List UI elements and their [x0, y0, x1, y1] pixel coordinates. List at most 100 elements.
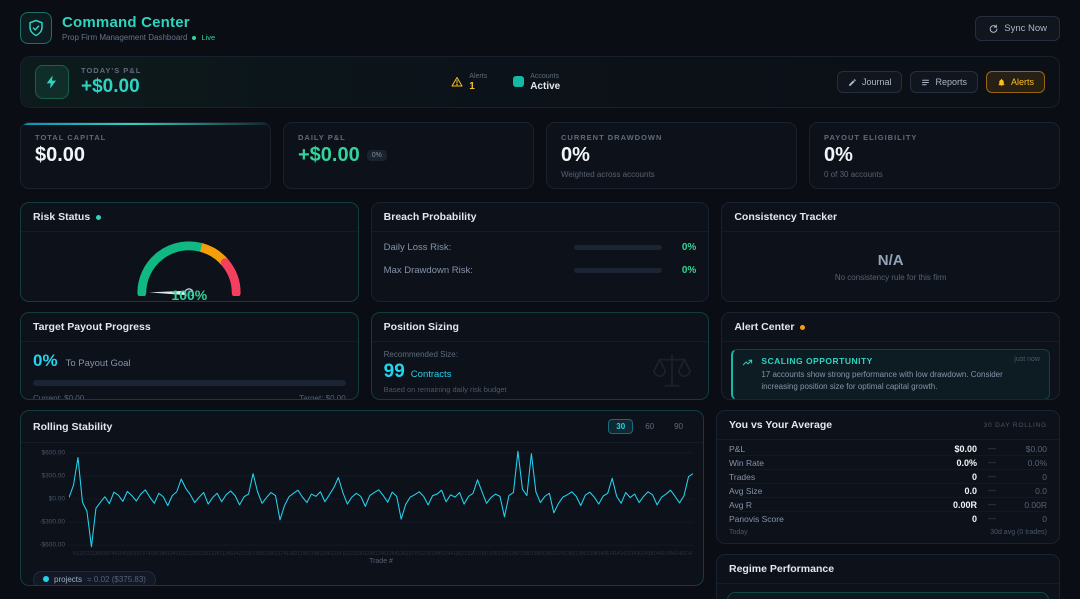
- x-tick-label: 4141: [611, 551, 623, 558]
- row-dash: —: [988, 514, 996, 523]
- scaling-opportunity-alert[interactable]: SCALING OPPORTUNITY 17 accounts show str…: [731, 349, 1050, 399]
- current-drawdown-label: CURRENT DRAWDOWN: [561, 133, 663, 142]
- x-tick-label: 387: [103, 551, 112, 558]
- regime-untagged-row[interactable]: Untagged BEST 2691 trades 25% WR $57.34: [727, 592, 1049, 599]
- y-tick-label: -$300.00: [39, 518, 65, 526]
- alerts-button[interactable]: Alerts: [985, 71, 1045, 93]
- x-tick-label: 3181: [477, 551, 490, 558]
- x-tick-label: 4541: [667, 551, 679, 558]
- row-label: Win Rate: [729, 457, 764, 468]
- x-tick-label: 2861: [433, 551, 445, 558]
- target-payout-pct: 0%: [33, 351, 58, 370]
- current-drawdown-value: 0%: [561, 144, 590, 166]
- x-tick-label: 1341: [222, 551, 234, 558]
- x-tick-label: 3021: [455, 551, 467, 558]
- max-drawdown-risk-bar: [574, 268, 663, 273]
- x-tick-label: 4621: [678, 551, 690, 558]
- daily-loss-risk-bar: [574, 245, 663, 250]
- x-tick-label: 2141: [333, 551, 345, 558]
- row-label: P&L: [729, 443, 746, 454]
- series-legend-chip[interactable]: projects = 0.02 ($375.83): [33, 570, 156, 585]
- total-capital-card: TOTAL CAPITAL $0.00: [20, 122, 271, 189]
- row-avg-value: 0: [1042, 471, 1047, 482]
- max-drawdown-risk-label: Max Drawdown Risk:: [383, 265, 473, 276]
- target-payout-title: Target Payout Progress: [33, 321, 151, 333]
- row-label: Trades: [729, 471, 756, 482]
- consistency-tracker-title: Consistency Tracker: [734, 211, 838, 223]
- x-tick-label: 741: [144, 551, 154, 558]
- bell-icon: [997, 78, 1006, 87]
- table-row-trades: Trades 0 — 0: [729, 470, 1047, 484]
- you-vs-average-card: You vs Your Average 30 DAY ROLLING P&L $…: [716, 410, 1060, 544]
- x-tick-label: 3981: [589, 551, 601, 558]
- x-tick-label: 3421: [511, 551, 523, 558]
- risk-status-title: Risk Status: [33, 211, 91, 223]
- x-tick-label: 1581: [255, 551, 267, 558]
- footer-avg-label: 30d avg (0 trades): [990, 529, 1047, 536]
- top-bar: Command Center Prop Firm Management Dash…: [0, 0, 1080, 52]
- table-row-win-rate: Win Rate 0.0% — 0.0%: [729, 456, 1047, 470]
- todays-pnl-label: TODAY'S P&L: [81, 66, 142, 75]
- payout-eligibility-card: PAYOUT ELIGIBILITY 0% 0 of 30 accounts: [809, 122, 1060, 189]
- table-row-avg-size: Avg Size 0.0 — 0.0: [729, 484, 1047, 498]
- risk-status-card: Risk Status 100% SAFE ZONE: [20, 202, 359, 302]
- daily-pnl-card: DAILY P&L +$0.00 0%: [283, 122, 534, 189]
- daily-pnl-badge: 0%: [366, 150, 387, 161]
- journal-button[interactable]: Journal: [836, 71, 903, 93]
- series-value: = 0.02 ($375.83): [87, 574, 146, 584]
- you-vs-average-title: You vs Your Average: [729, 419, 833, 431]
- x-tick-label: 3741: [555, 551, 567, 558]
- row-dash: —: [988, 500, 996, 509]
- x-tick-label: 1741: [277, 551, 289, 558]
- alert-center-card: Alert Center SCALING OPPORTUNITY 17 acco…: [721, 312, 1060, 400]
- app-logo: [20, 12, 52, 44]
- target-payout-current: Current: $0.00: [33, 394, 85, 400]
- row-avg-value: 0: [1042, 513, 1047, 524]
- x-tick-label: 4221: [622, 551, 634, 558]
- x-tick-label: 601: [128, 551, 137, 558]
- row-dash: —: [988, 444, 996, 453]
- x-tick-label: 1501: [244, 551, 256, 558]
- daily-pnl-value: +$0.00: [298, 144, 360, 166]
- teal-accent-bar: [21, 123, 270, 125]
- reports-button[interactable]: Reports: [910, 71, 978, 93]
- range-30-button[interactable]: 30: [608, 419, 634, 434]
- x-tick-label: 1821: [288, 551, 300, 558]
- x-tick-label: 4301: [633, 551, 645, 558]
- alert-timestamp: just now: [1014, 356, 1040, 363]
- max-drawdown-risk-row: Max Drawdown Risk: 0%: [384, 265, 697, 276]
- row-you-value: 0: [971, 471, 977, 482]
- row-label: Panovis Score: [729, 513, 784, 524]
- x-tick-label: 2221: [344, 551, 356, 558]
- x-tick-label: 673: [136, 551, 145, 558]
- pencil-icon: [848, 78, 857, 87]
- x-tick-label: 541: [119, 551, 129, 558]
- x-tick-label: 3581: [533, 551, 545, 558]
- rolling-period-label: 30 DAY ROLLING: [983, 421, 1047, 429]
- row-label: Avg R: [729, 499, 752, 510]
- alert-description: 17 accounts show strong performance with…: [761, 370, 1003, 391]
- accounts-value: Active: [530, 80, 561, 92]
- row-avg-value: $0.00: [1025, 443, 1047, 454]
- row-you-value: 0.00R: [952, 499, 977, 510]
- x-tick-label: 3821: [566, 551, 579, 558]
- x-tick-label: 2621: [400, 551, 412, 558]
- x-tick-label: 3501: [522, 551, 534, 558]
- x-tick-label: 3901: [578, 551, 590, 558]
- sync-now-button[interactable]: Sync Now: [975, 15, 1060, 41]
- consistency-sub: No consistency rule for this firm: [834, 272, 947, 282]
- range-90-button[interactable]: 90: [666, 419, 691, 434]
- position-sizing-note: Based on remaining daily risk budget: [383, 385, 507, 394]
- page-title: Command Center: [62, 14, 190, 31]
- journal-label: Journal: [861, 77, 892, 87]
- reports-label: Reports: [935, 77, 967, 87]
- daily-pnl-label: DAILY P&L: [298, 133, 346, 142]
- range-60-button[interactable]: 60: [637, 419, 662, 434]
- stat-cards-row: TOTAL CAPITAL $0.00 DAILY P&L +$0.00 0% …: [20, 122, 1060, 189]
- teal-status-dot: [96, 214, 102, 220]
- row-avg-value: 0.0: [1035, 485, 1047, 496]
- current-drawdown-card: CURRENT DRAWDOWN 0% Weighted across acco…: [546, 122, 797, 189]
- alert-title: SCALING OPPORTUNITY: [761, 356, 873, 366]
- x-tick-label: 61: [73, 551, 79, 558]
- alerts-count-label: Alerts: [469, 72, 488, 80]
